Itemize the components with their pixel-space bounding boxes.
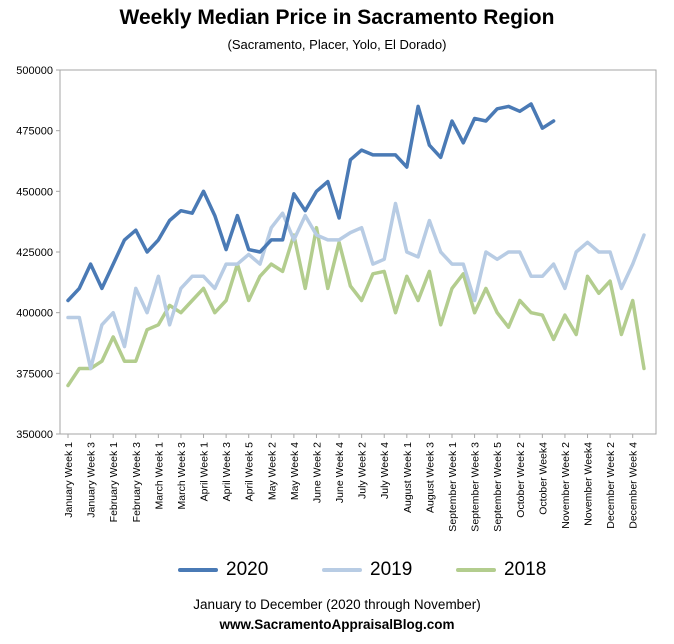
chart-subtitle: (Sacramento, Placer, Yolo, El Dorado)	[227, 37, 447, 52]
x-tick-label: August Week 1	[402, 442, 414, 513]
x-tick-label: June Week 2	[311, 442, 323, 503]
legend-item-2018: 2018	[456, 558, 546, 582]
x-tick-label: January Week 3	[86, 442, 98, 518]
legend-swatch-2020	[178, 568, 218, 572]
x-tick-label: February Week 1	[108, 442, 120, 522]
x-tick-label: October Week 2	[515, 442, 527, 518]
series-line-2018	[66, 225, 646, 388]
y-tick-label: 425000	[16, 247, 53, 259]
y-tick-label: 500000	[16, 65, 53, 77]
x-axis: January Week 1 January Week 3 February Wee…	[63, 434, 640, 532]
x-tick-label: April Week 1	[199, 442, 211, 501]
x-tick-label: November Week 2	[560, 442, 572, 529]
x-tick-label: July Week 2	[357, 442, 369, 499]
series-layer	[66, 102, 646, 388]
x-tick-label: November Week4	[583, 442, 595, 526]
x-axis-caption: January to December (2020 through Novemb…	[193, 597, 481, 612]
legend-item-2020: 2020	[178, 558, 268, 582]
x-tick-label: October Week4	[537, 442, 549, 515]
series-line-2020	[66, 102, 556, 303]
legend-swatch-2018	[456, 568, 496, 572]
x-tick-label: April Week 5	[244, 442, 256, 501]
y-tick-label: 450000	[16, 186, 53, 198]
legend-label-2020: 2020	[226, 559, 269, 580]
x-tick-label: January Week 1	[63, 442, 75, 518]
plot-area	[59, 69, 657, 435]
credit-url: www.SacramentoAppraisalBlog.com	[219, 617, 455, 632]
legend-label-2019: 2019	[370, 559, 413, 580]
series-line-2019	[66, 201, 646, 371]
x-tick-label: March Week 3	[176, 442, 188, 510]
x-tick-label: September Week 5	[492, 442, 504, 532]
x-tick-label: July Week 4	[379, 442, 391, 499]
x-tick-label: December Week 4	[628, 442, 640, 529]
x-tick-label: February Week 3	[131, 442, 143, 522]
y-tick-label: 400000	[16, 308, 53, 320]
y-tick-label: 350000	[16, 429, 53, 441]
x-tick-label: June Week 4	[334, 442, 346, 503]
x-tick-label: September Week 1	[447, 442, 459, 532]
y-axis: 350000 375000 400000 425000 450000 475000 5000…	[16, 65, 60, 441]
chart-title: Weekly Median Price in Sacramento Region	[119, 6, 555, 29]
x-tick-label: April Week 3	[221, 442, 233, 501]
x-tick-label: March Week 1	[153, 442, 165, 510]
y-tick-label: 375000	[16, 368, 53, 380]
legend-item-2019: 2019	[322, 558, 412, 582]
x-tick-label: August Week 3	[424, 442, 436, 513]
legend-label-2018: 2018	[504, 559, 547, 580]
x-tick-label: September Week 3	[470, 442, 482, 532]
x-tick-label: May Week 4	[289, 442, 301, 500]
y-tick-label: 475000	[16, 126, 53, 138]
x-tick-label: May Week 2	[266, 442, 278, 500]
x-tick-label: December Week 2	[605, 442, 617, 529]
legend-swatch-2019	[322, 568, 362, 572]
